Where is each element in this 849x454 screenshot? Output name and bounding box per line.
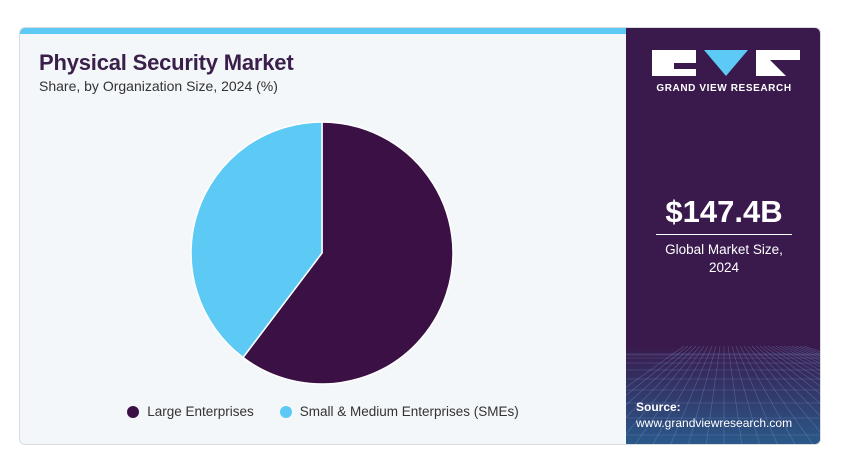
chart-title: Physical Security Market	[39, 50, 294, 75]
chart-subtitle: Share, by Organization Size, 2024 (%)	[39, 78, 278, 94]
pie-chart	[190, 121, 454, 385]
legend-label-large-enterprises: Large Enterprises	[147, 404, 254, 419]
legend-item-large-enterprises: Large Enterprises	[127, 404, 254, 419]
source-link[interactable]: www.grandviewresearch.com	[636, 416, 793, 430]
grid-background	[626, 346, 820, 444]
pie-slice-large-enterprises	[241, 121, 454, 385]
legend-swatch-large-enterprises	[127, 405, 140, 418]
market-size-label: Global Market Size, 2024	[644, 241, 804, 277]
divider	[656, 234, 792, 235]
grand-view-research-logo	[652, 50, 800, 76]
chart-panel: Physical Security Market Share, by Organ…	[20, 28, 626, 444]
market-size-value: $147.4B	[665, 194, 783, 229]
chart-legend: Large Enterprises Small & Medium Enterpr…	[20, 404, 626, 419]
info-sidebar: GRAND VIEW RESEARCH $147.4B Global Marke…	[626, 28, 820, 444]
accent-strip	[20, 28, 626, 34]
brand-name: GRAND VIEW RESEARCH	[656, 83, 792, 94]
legend-label-smes: Small & Medium Enterprises (SMEs)	[299, 404, 519, 419]
market-size-label-line2: 2024	[708, 260, 740, 275]
legend-item-smes: Small & Medium Enterprises (SMEs)	[279, 404, 519, 419]
source-label: Source:	[636, 400, 681, 414]
market-size-label-line1: Global Market Size,	[665, 242, 783, 257]
chart-card: Physical Security Market Share, by Organ…	[19, 27, 821, 445]
legend-swatch-smes	[279, 405, 292, 418]
pie-slice-smes	[190, 121, 323, 359]
